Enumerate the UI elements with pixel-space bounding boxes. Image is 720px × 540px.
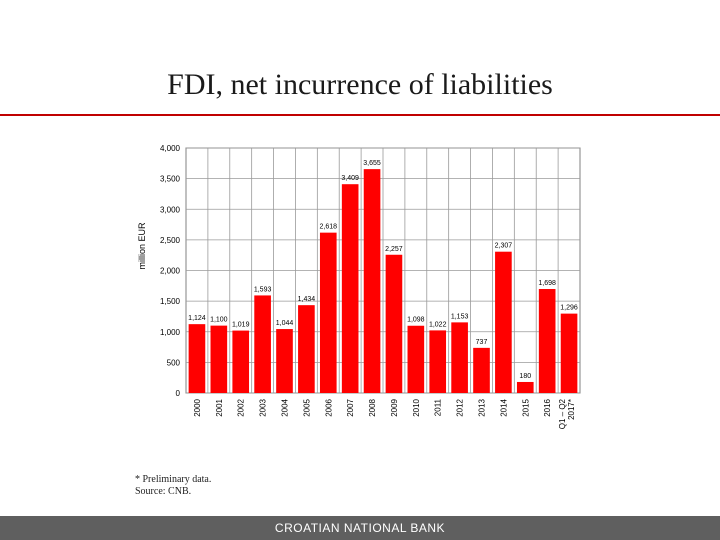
y-tick-label: 500 [167,358,181,367]
x-tick-label: 2015 [521,398,530,416]
footnote: * Preliminary data. Source: CNB. [135,474,211,498]
bar-value-label: 2,618 [320,224,338,231]
chart-value-labels: 1,124 1,100 1,019 1,593 1,044 1,434 2,618 3,409… [188,160,578,380]
bar-value-label: 3,655 [363,160,381,167]
bar-value-label: 1,019 [232,322,250,329]
y-axis-label: million EUR [137,222,147,270]
y-tick-label: 4,000 [160,144,181,153]
footnote-preliminary: * Preliminary data. [135,474,212,485]
bar-2013 [473,347,490,393]
bar-2000 [188,324,206,393]
bar-2016 [538,288,556,393]
bar-2004 [276,329,293,393]
bar-value-label: 2,307 [495,243,513,250]
x-tick-label: 2000 [193,398,202,416]
y-tick-label: 3,500 [160,175,181,184]
bar-value-label: 1,153 [451,313,469,320]
x-tick-label: 2016 [543,398,552,416]
x-tick-label: 2014 [499,398,508,416]
x-tick-label: 2013 [478,398,487,416]
x-tick-label: Q1 – Q2 [558,398,567,429]
bar-value-label: 1,044 [276,320,294,327]
bar-2015 [516,381,534,393]
y-tick-label: 2,500 [160,236,181,245]
x-tick-label: 2005 [302,398,311,416]
bar-value-label: 1,593 [254,286,272,293]
bar-value-label: 1,296 [560,305,578,312]
bar-value-label: 737 [476,339,488,346]
bar-value-label: 1,100 [210,317,228,324]
x-tick-label: 2012 [456,398,465,416]
chart-y-ticks: 0 500 1,000 1,500 2,000 2,500 3,000 3,500 4,000 [160,144,181,398]
x-tick-label: 2017* [567,399,576,420]
footnote-source: Source: CNB. [135,486,192,497]
y-tick-label: 2,000 [160,267,181,276]
x-tick-label: 2004 [281,398,290,416]
x-tick-label: 2002 [237,398,246,416]
bar-2005 [298,305,315,393]
bar-value-label: 1,022 [429,321,447,328]
bar-value-label: 1,698 [538,280,556,287]
x-tick-label: 2008 [368,398,377,416]
y-tick-label: 3,000 [160,205,181,214]
bar-2011 [429,330,447,393]
bar-2008 [363,169,381,393]
bar-2010 [407,325,425,393]
bar-2014 [495,251,512,393]
bar-2007 [341,184,359,393]
title-divider [0,114,720,116]
y-tick-label: 1,000 [160,328,181,337]
x-tick-label: 2009 [390,398,399,416]
bar-2009 [385,254,403,393]
footer-banner: CROATIAN NATIONAL BANK [0,516,720,540]
bar-2002 [232,330,250,393]
x-tick-label: 2011 [434,398,443,416]
y-tick-label: 0 [176,389,181,398]
bar-value-label: 3,409 [341,175,359,182]
bar-2012 [451,322,468,393]
bar-2001 [210,325,228,393]
bar-value-label: 2,257 [385,246,403,253]
bar-q1-q2-2017- [560,313,578,393]
x-tick-label: 2010 [412,398,421,416]
chart-grid [185,147,581,394]
chart-x-ticks: 2000 2001 2002 2003 2004 2005 2006 2007 2008 2009… [193,398,576,429]
y-tick-label: 1,500 [160,297,181,306]
bar-value-label: 1,098 [407,317,425,324]
bar-2006 [319,232,337,393]
x-tick-label: 2007 [346,398,355,416]
bar-value-label: 1,124 [188,315,206,322]
bar-value-label: 180 [519,373,531,380]
bar-2003 [254,295,271,393]
x-tick-label: 2001 [215,398,224,416]
chart-bars [188,169,578,393]
bar-value-label: 1,434 [298,296,316,303]
page-title: FDI, net incurrence of liabilities [167,68,553,101]
x-tick-label: 2006 [324,398,333,416]
x-tick-label: 2003 [259,398,268,416]
